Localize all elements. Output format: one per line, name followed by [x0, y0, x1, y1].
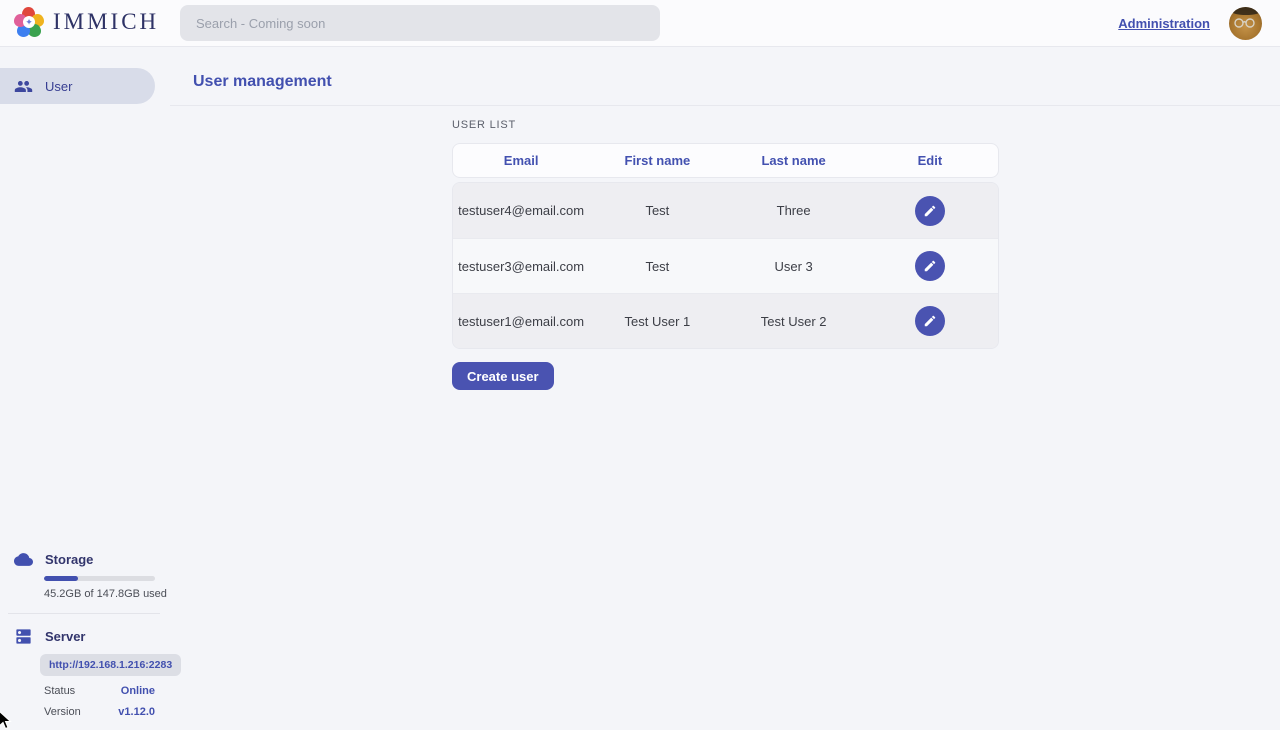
user-table-body: testuser4@email.com Test Three testuser3…	[452, 182, 999, 349]
server-version-row: Version v1.12.0	[44, 706, 155, 718]
search-input[interactable]	[180, 5, 660, 41]
section-label: USER LIST	[452, 119, 517, 131]
main-area: User management USER LIST Email First na…	[170, 47, 1280, 730]
storage-progress-bar	[44, 576, 155, 581]
table-row: testuser1@email.com Test User 1 Test Use…	[453, 293, 998, 348]
administration-link[interactable]: Administration	[1118, 16, 1210, 31]
app-logo[interactable]: ✦ IMMICH	[14, 7, 159, 37]
user-avatar[interactable]	[1229, 7, 1262, 40]
sidebar-item-label: User	[45, 78, 73, 94]
status-value: Online	[120, 685, 155, 697]
topbar: ✦ IMMICH Administration	[0, 0, 1280, 47]
cell-first-name: Test	[645, 203, 670, 218]
pencil-icon	[924, 315, 936, 327]
column-header-last-name: Last name	[761, 153, 826, 168]
main-header: User management	[170, 47, 1280, 106]
sidebar-footer: Storage 45.2GB of 147.8GB used Server ht…	[0, 550, 182, 730]
storage-progress-fill	[44, 576, 78, 581]
column-header-edit: Edit	[917, 153, 943, 168]
glasses-icon	[1234, 18, 1255, 28]
sidebar-divider	[8, 613, 160, 614]
main-content: USER LIST Email First name Last name Edi…	[170, 106, 1280, 390]
version-label: Version	[44, 706, 81, 718]
cell-first-name: Test User 1	[624, 313, 691, 329]
page-title: User management	[193, 73, 332, 90]
storage-title: Storage	[45, 552, 94, 567]
table-row: testuser4@email.com Test Three	[453, 183, 998, 238]
cell-first-name: Test	[645, 258, 670, 274]
sidebar-item-user[interactable]: User	[0, 68, 155, 104]
column-header-email: Email	[503, 153, 539, 168]
pencil-icon	[924, 205, 936, 216]
table-header-row: Email First name Last name Edit	[452, 143, 999, 178]
server-section-header: Server	[0, 627, 170, 646]
server-icon	[14, 627, 33, 646]
cell-last-name: Three	[776, 203, 811, 218]
server-url-badge: http://192.168.1.216:2283	[40, 654, 182, 676]
column-header-first-name: First name	[624, 153, 691, 168]
server-status-row: Status Online	[44, 685, 155, 697]
storage-section-header: Storage	[0, 550, 170, 569]
immich-flower-icon: ✦	[14, 7, 44, 37]
version-value: v1.12.0	[118, 706, 155, 718]
cell-last-name: Test User 2	[760, 313, 827, 329]
cloud-icon	[14, 550, 33, 569]
cell-last-name: User 3	[774, 258, 813, 274]
cell-email: testuser4@email.com	[458, 203, 585, 218]
user-table: Email First name Last name Edit testuser…	[452, 143, 999, 349]
edit-user-button[interactable]	[914, 195, 945, 226]
cell-email: testuser1@email.com	[458, 313, 585, 329]
table-row: testuser3@email.com Test User 3	[453, 238, 998, 293]
cell-email: testuser3@email.com	[458, 258, 585, 274]
server-title: Server	[45, 629, 86, 644]
sidebar: User Storage 45.2GB of 147.8GB used	[0, 47, 182, 730]
users-icon	[14, 77, 33, 96]
app-title: IMMICH	[53, 9, 160, 34]
status-label: Status	[44, 685, 76, 697]
topbar-right: Administration	[1118, 0, 1262, 47]
storage-usage-text: 45.2GB of 147.8GB used	[44, 588, 167, 600]
edit-user-button[interactable]	[914, 306, 945, 336]
create-user-button[interactable]: Create user	[452, 362, 554, 390]
edit-user-button[interactable]	[914, 251, 945, 281]
pencil-icon	[924, 260, 936, 272]
search-bar	[180, 5, 660, 41]
